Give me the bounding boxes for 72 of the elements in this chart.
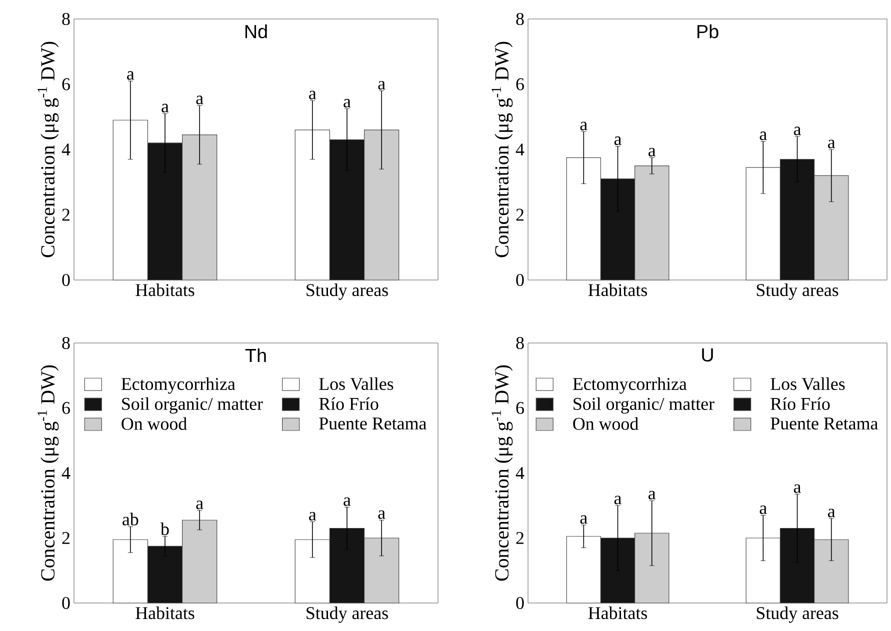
y-tick-label: 8: [516, 336, 524, 350]
data-label: a: [344, 497, 351, 506]
data-label: a: [648, 148, 656, 156]
data-label: b: [160, 522, 169, 536]
legend-label: Puente Retama: [770, 418, 878, 430]
y-axis-title: Concentration (μg g$^{-1}$ DW): [38, 365, 59, 581]
y-tick-label: 2: [516, 208, 524, 221]
x-tick-label: Study areas: [306, 606, 388, 623]
y-tick-label: 4: [516, 144, 524, 156]
y-tick-label: 4: [516, 467, 524, 479]
y-tick-label: 0: [516, 274, 524, 286]
data-label: a: [580, 122, 588, 130]
legend-label: Río Frío: [319, 397, 378, 410]
y-tick-label: 8: [516, 12, 524, 26]
x-tick-label: Habitats: [136, 284, 194, 296]
x-tick-label: Habitats: [588, 284, 647, 296]
y-tick-label: 4: [62, 467, 70, 479]
data-label: a: [614, 136, 622, 146]
data-label: a: [309, 512, 316, 521]
data-label: a: [196, 500, 204, 510]
y-tick-label: 6: [516, 402, 524, 414]
legend-label: Los Valles: [319, 377, 394, 390]
data-label: a: [648, 490, 656, 500]
legend-label: Río Frío: [770, 397, 830, 410]
data-label: a: [794, 126, 801, 136]
x-tick-label: Study areas: [756, 606, 838, 623]
x-tick-label: Habitats: [588, 606, 647, 620]
y-axis-title: Concentration (μg g$^{-1}$ DW): [492, 42, 513, 258]
data-label: a: [378, 80, 386, 90]
data-label: a: [760, 505, 767, 514]
legend-label: Los Valles: [770, 377, 845, 390]
y-tick-label: 8: [62, 12, 70, 26]
data-label: ab: [122, 512, 138, 526]
data-label: a: [828, 508, 836, 518]
data-label: a: [162, 104, 169, 112]
legend-label: On wood: [122, 417, 187, 430]
data-label: a: [614, 496, 622, 504]
data-label: a: [196, 96, 204, 104]
data-label: a: [760, 132, 767, 140]
y-tick-label: 2: [62, 208, 70, 221]
data-label: a: [828, 140, 836, 148]
y-tick-label: 8: [62, 336, 70, 350]
chart-title: Nd: [245, 24, 267, 38]
legend-label: On wood: [573, 417, 638, 430]
data-label: a: [580, 515, 588, 524]
legend-label: Soil organic/ matter: [122, 397, 263, 414]
y-axis-title: Concentration (μg g$^{-1}$ DW): [492, 365, 513, 581]
y-tick-label: 2: [62, 532, 70, 544]
y-axis-title: Concentration (μg g$^{-1}$ DW): [38, 42, 59, 258]
legend-label: Puente Retama: [319, 418, 426, 430]
data-label: a: [127, 71, 134, 80]
legend-label: Soil organic/ matter: [574, 397, 714, 414]
data-label: a: [794, 484, 801, 493]
data-label: a: [344, 98, 351, 108]
x-tick-label: Habitats: [136, 606, 194, 620]
x-tick-label: Study areas: [306, 284, 388, 300]
y-tick-label: 6: [62, 78, 70, 90]
y-tick-label: 0: [62, 596, 70, 610]
y-tick-label: 6: [62, 402, 70, 414]
data-label: a: [309, 90, 316, 100]
y-tick-label: 2: [516, 532, 524, 544]
chart-title: Th: [245, 348, 266, 362]
y-tick-label: 0: [62, 274, 70, 286]
chart-title: U: [702, 348, 713, 362]
y-tick-label: 4: [62, 144, 70, 156]
chart-title: Pb: [697, 24, 718, 38]
y-tick-label: 6: [516, 78, 524, 90]
legend-label: Ectomycorrhiza: [572, 377, 687, 394]
data-label: a: [378, 510, 386, 519]
x-tick-label: Study areas: [756, 284, 838, 300]
legend-label: Ectomycorrhiza: [121, 377, 236, 394]
y-tick-label: 0: [516, 596, 524, 610]
